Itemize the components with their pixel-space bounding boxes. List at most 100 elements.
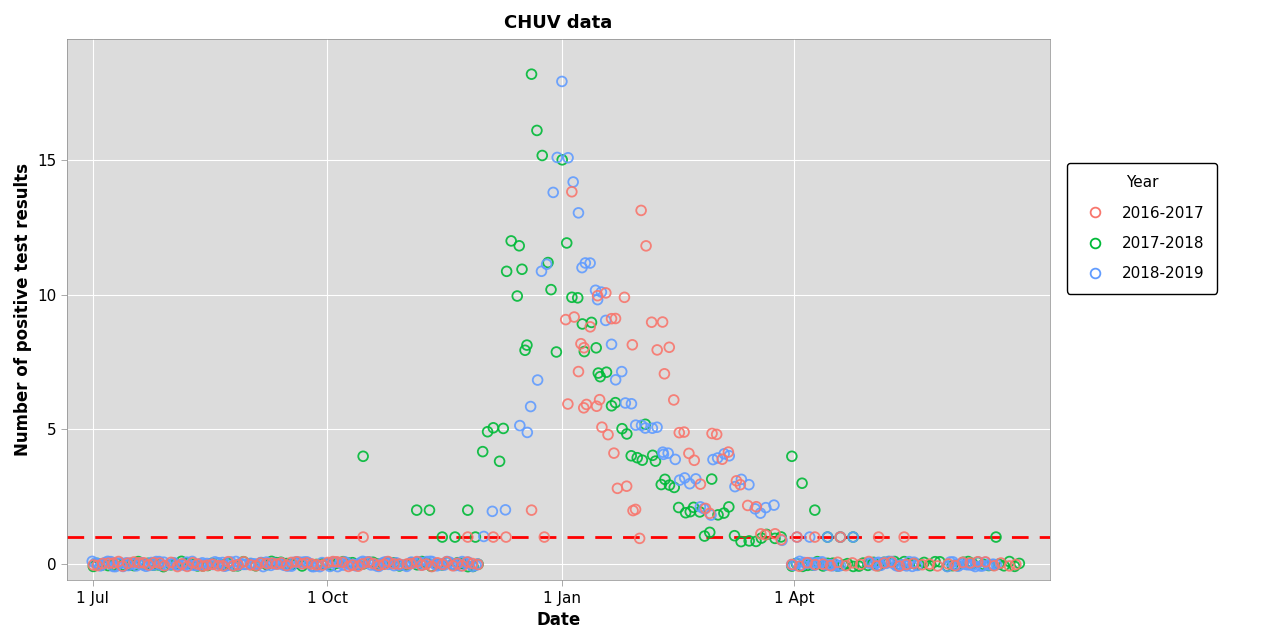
Point: [212, 559, 233, 570]
Point: [433, 559, 453, 569]
Point: [197, 560, 218, 570]
Point: [133, 559, 154, 570]
Point: [750, 508, 771, 518]
Point: [909, 559, 929, 570]
Point: [407, 556, 428, 566]
Point: [82, 556, 102, 566]
Point: [575, 258, 595, 268]
Point: [666, 454, 686, 464]
Point: [859, 558, 879, 568]
Point: [143, 560, 164, 570]
Point: [828, 561, 849, 571]
Point: [292, 561, 312, 571]
Point: [960, 557, 980, 568]
Point: [343, 559, 364, 570]
Point: [726, 476, 746, 486]
Point: [207, 561, 228, 571]
Point: [292, 559, 312, 569]
Point: [148, 556, 169, 566]
Point: [369, 561, 389, 572]
Point: [397, 561, 417, 572]
Point: [99, 558, 119, 568]
Point: [792, 561, 813, 572]
Point: [831, 532, 851, 542]
Point: [233, 557, 253, 567]
Point: [90, 561, 110, 571]
Point: [358, 557, 379, 567]
Point: [462, 561, 483, 572]
Point: [699, 527, 719, 538]
Point: [927, 561, 947, 571]
Point: [108, 558, 128, 568]
Point: [703, 455, 723, 465]
Point: [452, 558, 472, 568]
Point: [282, 559, 302, 570]
Point: [195, 560, 215, 570]
Point: [831, 561, 851, 571]
Point: [635, 423, 655, 433]
Point: [867, 561, 887, 571]
Point: [792, 478, 813, 489]
Point: [375, 557, 396, 567]
Point: [512, 264, 532, 275]
Point: [623, 505, 644, 516]
Point: [307, 561, 328, 571]
Point: [707, 430, 727, 440]
Point: [300, 558, 320, 568]
Point: [187, 559, 207, 569]
Point: [589, 395, 609, 405]
Point: [166, 559, 187, 570]
Point: [118, 558, 138, 568]
Point: [92, 560, 113, 570]
Point: [724, 530, 745, 541]
Point: [586, 401, 607, 412]
Point: [820, 561, 841, 571]
Point: [224, 561, 244, 571]
Point: [317, 557, 338, 568]
Point: [547, 347, 567, 357]
Point: [138, 558, 159, 568]
Point: [228, 559, 248, 570]
Point: [818, 558, 838, 568]
Point: [306, 559, 326, 570]
Point: [370, 559, 390, 569]
Point: [556, 314, 576, 325]
Point: [986, 532, 1006, 542]
Point: [366, 561, 387, 571]
Point: [220, 557, 241, 567]
Point: [937, 561, 957, 572]
Point: [621, 451, 641, 461]
Point: [622, 340, 643, 350]
Point: [367, 559, 388, 569]
Point: [739, 536, 759, 546]
Point: [166, 559, 187, 569]
Point: [669, 475, 690, 485]
Point: [333, 557, 353, 567]
Point: [169, 560, 189, 570]
Point: [820, 559, 841, 570]
Point: [641, 317, 662, 327]
Point: [127, 561, 147, 571]
Point: [289, 557, 310, 567]
Point: [861, 557, 882, 568]
Point: [104, 558, 124, 568]
Point: [251, 557, 271, 568]
Point: [460, 559, 480, 569]
Point: [104, 561, 124, 572]
Point: [562, 186, 582, 197]
Point: [580, 322, 600, 332]
Point: [552, 155, 572, 165]
Point: [306, 559, 326, 570]
Point: [120, 558, 141, 568]
Point: [653, 449, 673, 460]
Point: [826, 559, 846, 570]
Point: [333, 557, 353, 567]
Point: [143, 560, 164, 570]
Point: [448, 558, 468, 568]
Point: [421, 561, 442, 572]
Point: [858, 560, 878, 570]
Point: [326, 557, 347, 567]
Point: [266, 559, 287, 569]
Point: [694, 531, 714, 541]
Point: [658, 448, 678, 458]
